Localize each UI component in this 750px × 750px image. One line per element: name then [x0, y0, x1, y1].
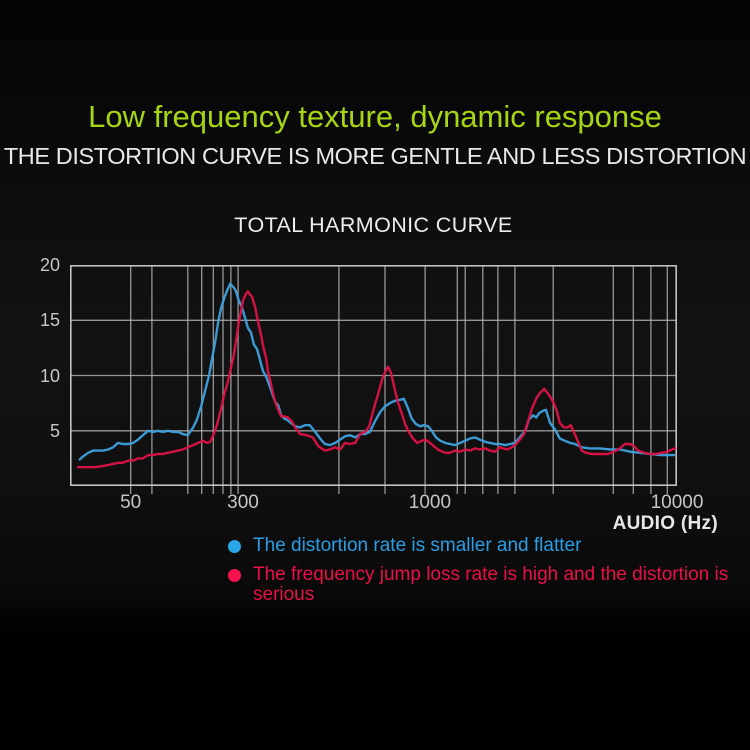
legend-label-red: The frequency jump loss rate is high and…	[253, 563, 729, 605]
y-tick-label: 10	[39, 365, 60, 386]
legend-item-red: The frequency jump loss rate is high and…	[228, 563, 748, 606]
x-tick-label: 50	[120, 492, 142, 513]
y-tick-label: 15	[39, 310, 60, 331]
red-series-dot-icon	[228, 568, 241, 582]
subheadline: THE DISTORTION CURVE IS MORE GENTLE AND …	[3, 143, 747, 169]
chart-canvas	[70, 265, 678, 494]
headline: Low frequency texture, dynamic response	[88, 99, 662, 134]
harmonic-curve-chart	[70, 265, 678, 497]
y-tick-label: 20	[39, 255, 60, 275]
chart-title: TOTAL HARMONIC CURVE	[234, 213, 513, 237]
legend-item-blue: The distortion rate is smaller and flatt…	[228, 535, 748, 557]
x-axis-unit-label: AUDIO (Hz)	[612, 513, 718, 534]
x-tick-label: 10000	[650, 492, 704, 513]
y-tick-label: 5	[49, 420, 60, 441]
chart-legend: The distortion rate is smaller and flatt…	[228, 535, 748, 614]
blue-series-dot-icon	[228, 540, 241, 553]
legend-label-blue: The distortion rate is smaller and flatt…	[253, 535, 582, 556]
x-tick-label: 1000	[408, 492, 452, 513]
x-tick-label: 300	[227, 492, 259, 513]
